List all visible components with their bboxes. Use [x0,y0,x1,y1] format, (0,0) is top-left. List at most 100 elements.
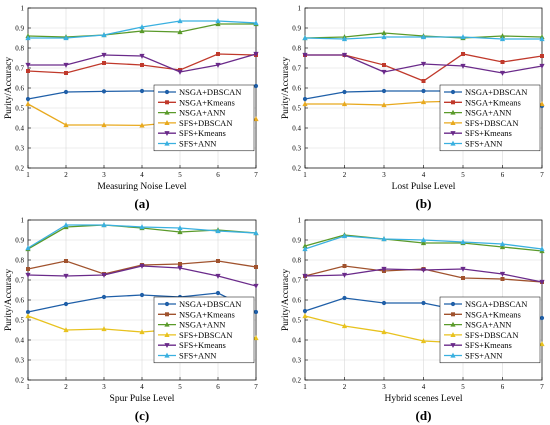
data-point [63,222,69,228]
y-tick-label: 0.9 [292,25,301,33]
data-point [254,265,258,269]
data-point [302,246,308,252]
legend-box [153,84,255,152]
legend-label: SFS+Kmeans [465,128,512,138]
series-sfs-kmeans [302,266,545,285]
data-point [63,273,69,279]
x-tick-label: 4 [422,171,426,179]
x-tick-label: 2 [64,171,68,179]
legend-marker [450,343,456,349]
legend-marker [451,100,455,105]
plot-frame [27,219,257,381]
data-point [341,101,348,107]
legend-marker [451,312,455,317]
data-point [341,272,348,278]
legend-box [153,296,255,364]
data-point [177,69,183,75]
legend-label: SFS+Kmeans [179,128,226,138]
x-tick-label: 1 [26,383,30,391]
data-point [539,315,545,321]
legend-marker [164,352,170,358]
data-point [253,51,259,57]
data-point [381,329,387,335]
data-point [539,279,545,285]
x-tick-label: 2 [343,171,347,179]
legend-label: NSGA+DBSCAN [465,299,527,309]
y-tick-label: 0.5 [15,317,24,325]
data-point [215,62,221,68]
data-point [420,338,427,344]
y-tick-label: 1 [21,217,25,225]
x-tick-label: 1 [303,171,307,179]
data-point [342,295,347,301]
data-point [381,266,387,272]
data-point [421,88,426,94]
x-tick-label: 6 [501,171,505,179]
legend-label: SFS+DBSCAN [465,118,518,128]
x-tick-label: 1 [26,171,30,179]
data-point [139,263,145,269]
data-point [216,259,220,263]
x-tick-label: 5 [178,383,182,391]
x-tick-label: 7 [540,171,544,179]
data-point [139,122,145,128]
data-point [460,34,466,40]
data-point [342,264,347,268]
x-tick-label: 5 [178,171,182,179]
x-tick-label: 7 [540,383,544,391]
y-tick-label: 0.3 [292,145,301,153]
legend-marker [450,321,456,327]
data-point [461,276,465,280]
data-point [139,329,145,335]
legend-marker [164,131,170,137]
legend-box [439,84,541,152]
y-tick-label: 0.5 [292,317,301,325]
data-point [25,313,31,319]
data-point [460,239,466,245]
legend-marker [164,89,170,95]
y-tick-label: 1 [298,5,302,13]
x-tick-label: 6 [501,383,505,391]
data-point [101,89,107,94]
x-axis-label: Spur Pulse Level [110,394,175,404]
data-point [381,88,387,94]
y-tick-label: 0.6 [15,297,24,305]
y-tick-label: 0.9 [15,237,24,245]
data-point [25,96,31,102]
data-point [341,52,348,58]
y-tick-label: 0.6 [292,85,301,93]
data-point [140,63,144,67]
data-point [63,122,69,128]
series-sfs-kmeans [25,263,259,289]
data-point [63,301,69,307]
series-sfs-kmeans [302,52,545,76]
x-axis-label: Hybrid scenes Level [384,394,462,404]
legend-label: NSGA+Kmeans [179,97,235,107]
data-point [139,88,145,94]
legend-label: NSGA+Kmeans [465,97,521,107]
x-tick-label: 3 [382,171,386,179]
y-tick-label: 1 [21,5,25,13]
x-tick-label: 1 [303,383,307,391]
y-tick-label: 0.6 [292,297,301,305]
data-point [302,243,308,249]
data-point [539,246,545,252]
data-point [420,237,427,243]
data-point [101,222,107,228]
data-point [177,18,183,24]
data-point [102,61,106,65]
legend-label: NSGA+DBSCAN [465,87,527,97]
data-point [253,20,259,26]
data-point [25,35,31,41]
data-point [63,62,69,68]
y-tick-label: 0.4 [292,125,301,133]
legend-label: NSGA+ANN [179,320,225,330]
data-point [539,36,545,42]
x-tick-label: 3 [102,383,106,391]
y-tick-label: 0.7 [292,65,301,73]
legend: NSGA+DBSCANNSGA+KmeansNSGA+ANNSFS+DBSCAN… [153,296,255,364]
y-tick-label: 0.4 [15,125,24,133]
data-point [177,265,183,271]
data-point [101,52,107,58]
x-tick-label: 5 [461,171,465,179]
